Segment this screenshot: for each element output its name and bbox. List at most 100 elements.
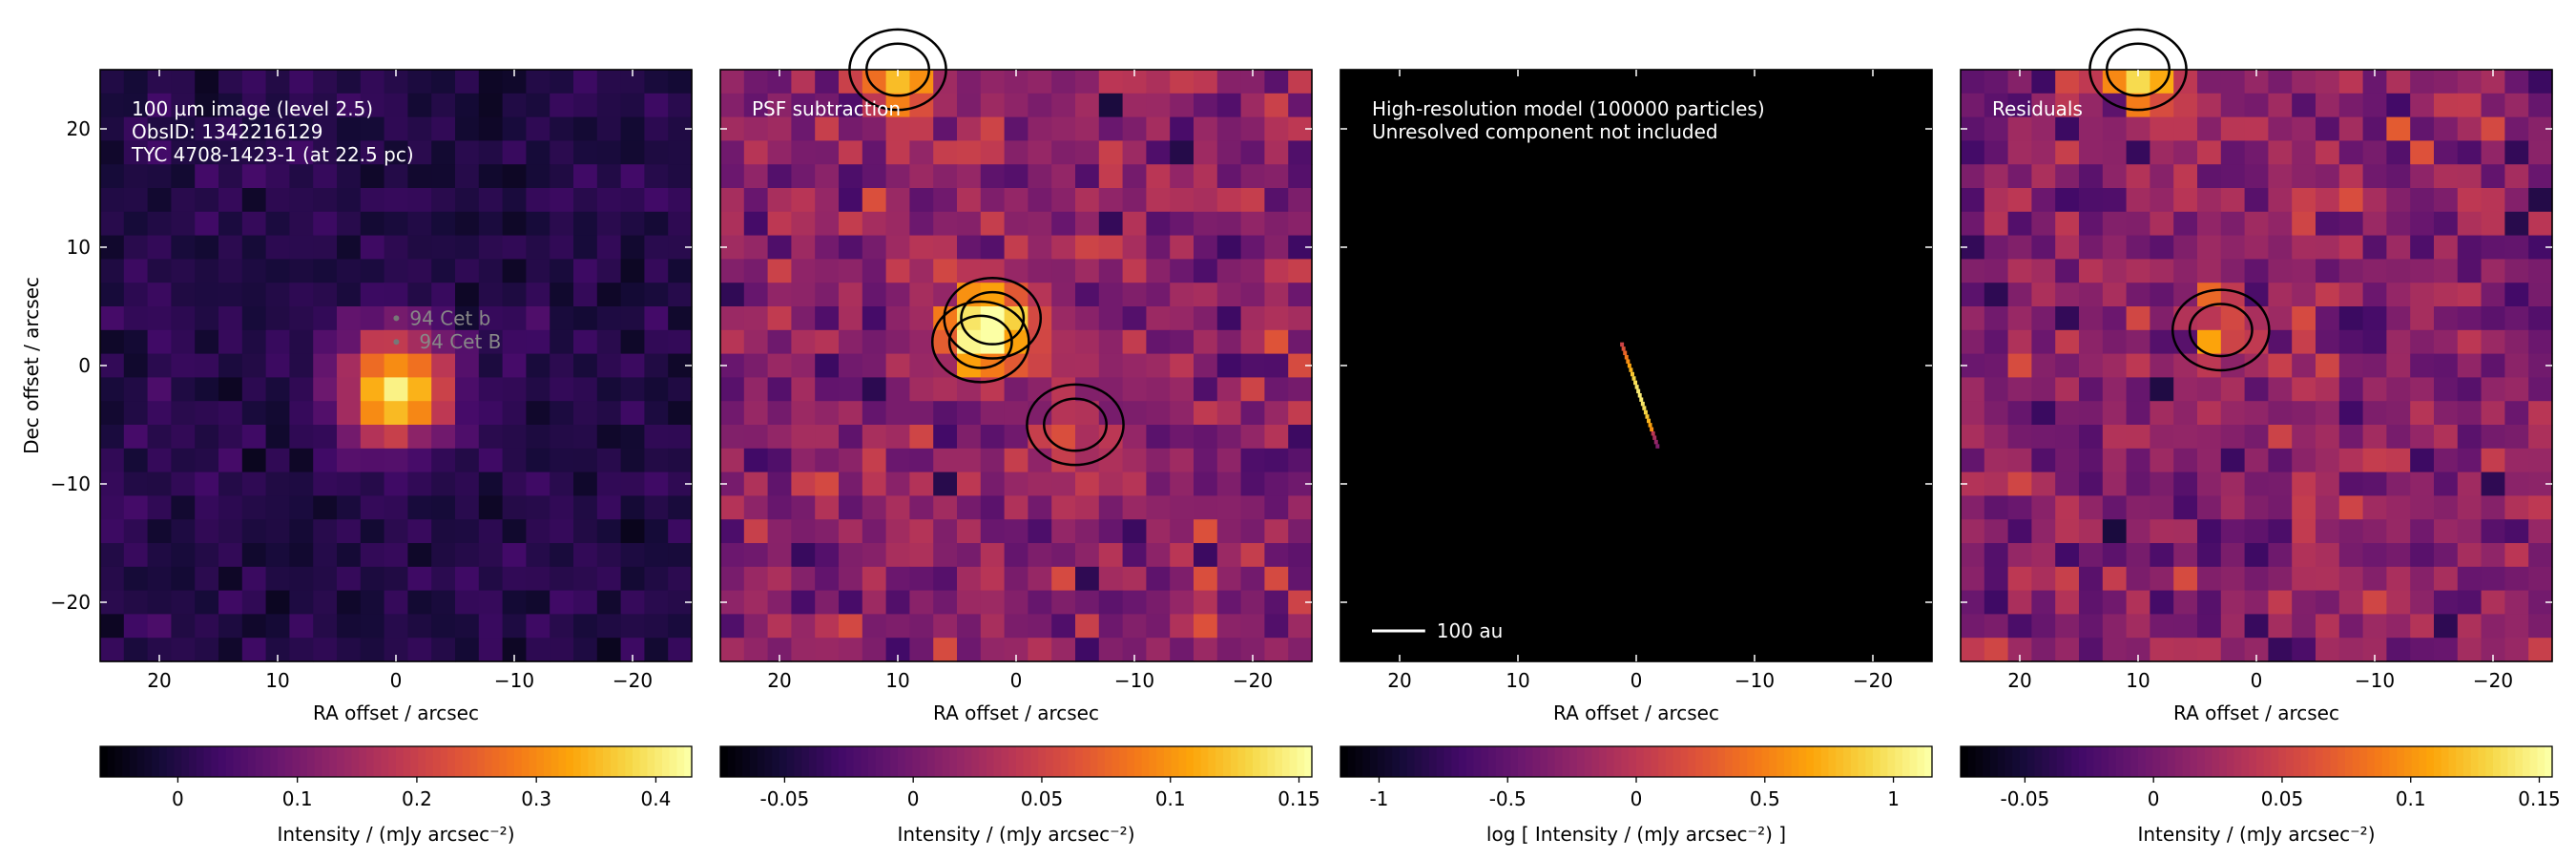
pixel	[2150, 235, 2174, 260]
pixel	[2007, 614, 2032, 639]
pixel	[2007, 543, 2032, 568]
pixel	[2457, 590, 2483, 615]
pixel	[933, 164, 958, 189]
pixel	[839, 283, 863, 307]
pixel	[123, 519, 149, 544]
pixel	[2173, 638, 2198, 662]
pixel	[407, 519, 432, 544]
pixel	[1028, 211, 1052, 237]
pixel	[526, 70, 551, 94]
pixel	[862, 188, 887, 213]
colorbar-segment	[2375, 746, 2383, 777]
pixel	[2410, 259, 2435, 283]
pixel	[337, 140, 362, 165]
pixel	[1098, 306, 1124, 331]
pixel	[360, 425, 385, 450]
pixel	[195, 188, 219, 213]
pixel	[147, 283, 172, 307]
pixel	[1288, 211, 1313, 237]
pixel	[620, 353, 645, 378]
colorbar-segment	[373, 746, 383, 777]
pixel	[526, 329, 551, 355]
colorbar-segment	[181, 746, 190, 777]
pixel	[1984, 188, 2009, 213]
pixel	[839, 614, 863, 639]
pixel	[1194, 495, 1218, 520]
colorbar-tick-label: 0.05	[2261, 787, 2304, 810]
pixel	[1146, 329, 1171, 355]
pixel	[2007, 164, 2032, 189]
pixel	[1004, 235, 1028, 260]
pixel	[171, 235, 196, 260]
pixel	[2504, 164, 2529, 189]
pixel	[2268, 425, 2293, 450]
pixel	[2481, 116, 2505, 141]
pixel	[1146, 188, 1171, 213]
pixel	[431, 495, 456, 520]
pixel	[644, 543, 669, 568]
pixel	[620, 566, 645, 592]
colorbar-segment	[491, 746, 501, 777]
pixel	[2316, 283, 2340, 307]
pixel	[668, 614, 693, 639]
x-axis-label: RA offset / arcsec	[933, 702, 1099, 724]
pixel	[620, 519, 645, 544]
pixel	[1122, 614, 1147, 639]
pixel	[384, 401, 408, 426]
pixel	[313, 283, 338, 307]
pixel	[1288, 259, 1313, 283]
pixel	[2079, 140, 2104, 165]
pixel	[313, 116, 338, 141]
pixel	[668, 140, 693, 165]
pixel	[1051, 566, 1076, 592]
colorbar-segment	[727, 746, 737, 777]
pixel	[455, 425, 480, 450]
colorbar-segment	[233, 746, 241, 777]
pixel	[1194, 116, 1218, 141]
pixel	[815, 140, 840, 165]
pixel	[526, 306, 551, 331]
positive-contour	[960, 290, 1026, 346]
pixel	[2079, 638, 2104, 662]
pixel	[2126, 377, 2150, 402]
colorbar-segment	[2448, 746, 2457, 777]
colorbar-segment	[1784, 746, 1793, 777]
colorbar-segment	[1997, 746, 2006, 777]
pixel	[2338, 188, 2364, 213]
pixel	[1240, 329, 1265, 355]
pixel	[1216, 306, 1242, 331]
pixel	[2031, 259, 2056, 283]
colorbar-segment	[1858, 746, 1866, 777]
colorbar-tick-label: -0.05	[2001, 787, 2050, 810]
colorbar-segment	[159, 746, 168, 777]
pixel	[573, 93, 598, 118]
pixel	[2150, 377, 2174, 402]
x-tick-label: 0	[390, 669, 403, 692]
colorbar-segment	[1755, 746, 1763, 777]
pixel	[2457, 448, 2483, 473]
pixel	[2244, 93, 2269, 118]
pixel	[2173, 93, 2198, 118]
pixel	[2316, 259, 2340, 283]
pixel	[407, 140, 432, 165]
pixel	[1004, 188, 1028, 213]
pixel	[2434, 140, 2459, 165]
colorbar-segment	[1097, 746, 1106, 777]
pixel	[195, 306, 219, 331]
pixel	[596, 519, 622, 544]
pixel	[384, 93, 408, 118]
pixel	[2150, 188, 2174, 213]
pixel	[360, 471, 385, 496]
colorbar-segment	[2042, 746, 2050, 777]
pixel	[360, 401, 385, 426]
colorbar-segment	[1569, 746, 1578, 777]
pixel	[596, 164, 622, 189]
pixel	[839, 259, 863, 283]
pixel	[147, 329, 172, 355]
pixel	[1122, 448, 1147, 473]
colorbar-segment	[1873, 746, 1881, 777]
pixel	[2457, 235, 2483, 260]
colorbar-label: Intensity / (mJy arcsec⁻²)	[2137, 823, 2375, 846]
colorbar-segment	[2263, 746, 2273, 777]
